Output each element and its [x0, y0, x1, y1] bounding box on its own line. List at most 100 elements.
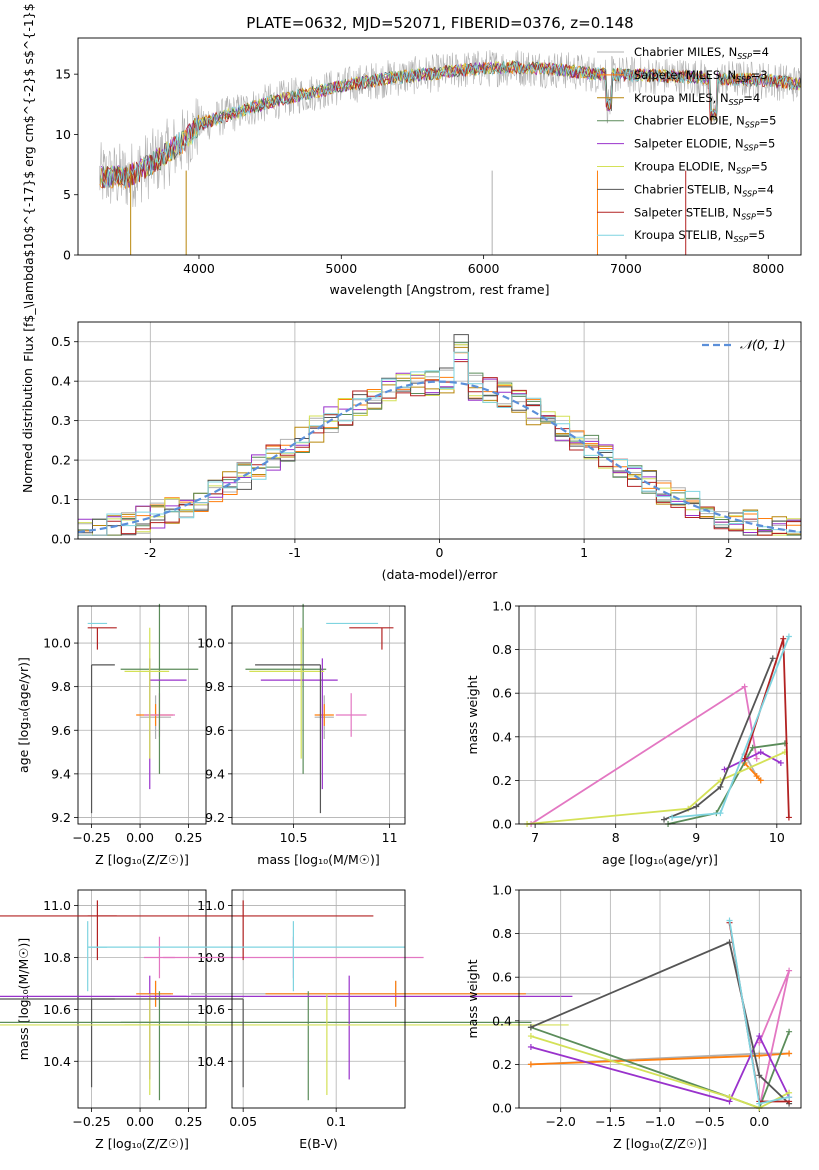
y-tick-label: 0.2: [492, 1057, 512, 1072]
y-tick-label: 9.8: [205, 679, 225, 694]
spectrum-series-line: [101, 60, 800, 189]
x-tick-label: 0.00: [126, 1114, 154, 1129]
x-tick-label: 0: [436, 545, 444, 560]
weight-marker: [741, 683, 748, 690]
y-tick-label: 9.4: [205, 766, 225, 781]
x-tick-label: 0.25: [175, 1114, 203, 1129]
y-tick-label: 0.2: [51, 453, 71, 468]
y-tick-label: 0.8: [492, 926, 512, 941]
y-tick-label: 11.0: [43, 898, 71, 913]
x-tick-label: −0.5: [694, 1114, 724, 1129]
x-tick-label: 5000: [325, 261, 357, 276]
y-tick-label: 0.6: [492, 686, 512, 701]
y-tick-label: 0.3: [51, 413, 71, 428]
weight-marker: [777, 759, 784, 766]
x-tick-label: 7000: [610, 261, 642, 276]
axes-frame: [77, 321, 802, 540]
weight-vs-age-panel: 7 8 9 10 0.0 0.2 0.4 0.6 0.8 1.0 age [log₁₀(age/yr…: [465, 599, 802, 867]
legend-label: 𝒩(0, 1): [740, 337, 786, 352]
x-tick-label: −0.25: [72, 830, 110, 845]
weight-marker: [527, 1061, 534, 1068]
legend-label: Salpeter ELODIE, NSSP=5: [634, 137, 775, 153]
weight-marker: [527, 1033, 534, 1040]
x-axis-label: E(B-V): [299, 1136, 338, 1151]
y-axis-label: age [log₁₀(age/yr)]: [16, 657, 31, 773]
axes-frame: [77, 37, 802, 256]
x-tick-label: 9: [692, 830, 700, 845]
weight-marker: [749, 744, 756, 751]
weight-marker: [693, 803, 700, 810]
x-axis-label: Z [log₁₀(Z/Z☉)]: [95, 852, 189, 867]
legend-label: Kroupa STELIB, NSSP=5: [634, 228, 765, 244]
y-tick-label: 9.6: [205, 723, 225, 738]
y-tick-label: 9.2: [51, 810, 71, 825]
x-tick-label: −1.0: [645, 1114, 675, 1129]
legend-label: Chabrier ELODIE, NSSP=5: [634, 114, 776, 130]
x-tick-label: 0.05: [229, 1114, 257, 1129]
x-axis-label: age [log₁₀(age/yr)]: [602, 852, 718, 867]
y-tick-label: 5: [63, 187, 71, 202]
mass-vs-ebv-panel: 0.05 0.1 10.4 10.6 10.8 11.0 E(B-V): [0, 889, 601, 1151]
axes-frame: [231, 605, 406, 825]
weight-marker: [786, 967, 793, 974]
x-tick-label: 0.25: [175, 830, 203, 845]
figure-title: PLATE=0632, MJD=52071, FIBERID=0376, z=0…: [246, 14, 633, 32]
weight-marker: [786, 1028, 793, 1035]
x-tick-label: 6000: [468, 261, 500, 276]
weight-marker: [786, 1050, 793, 1057]
axes-frame: [231, 889, 406, 1109]
y-tick-label: 0.0: [492, 817, 512, 832]
y-tick-label: 10.6: [43, 1002, 71, 1017]
y-tick-label: 9.2: [205, 810, 225, 825]
weight-marker: [726, 1094, 733, 1101]
y-tick-label: 10.4: [43, 1054, 71, 1069]
x-tick-label: 0.1: [326, 1114, 346, 1129]
x-tick-label: −2.0: [546, 1114, 576, 1129]
weight-marker: [756, 1072, 763, 1079]
weight-series-line: [527, 751, 786, 825]
axes-frame: [518, 605, 802, 825]
weight-marker: [527, 1043, 534, 1050]
x-axis-label: (data-model)/error: [382, 567, 499, 582]
weight-marker: [757, 777, 764, 784]
weight-vs-Z-panel: −2.0 −1.5 −1.0 −0.5 0.0 0.0 0.2 0.4 0.6 0.8 1.0 Z […: [465, 883, 802, 1151]
weight-series-line: [530, 685, 758, 825]
y-axis-label: mass weight: [465, 959, 480, 1038]
x-tick-label: 4000: [183, 261, 215, 276]
y-tick-label: 9.4: [51, 766, 71, 781]
weight-marker: [721, 766, 728, 773]
age-vs-Z-panel: −0.25 0.00 0.25 9.2 9.4 9.6 9.8 10.0 Z [log₁₀(Z/…: [16, 603, 207, 867]
y-tick-label: 0.1: [51, 492, 71, 507]
y-tick-label: 10.0: [197, 636, 225, 651]
legend-label: Kroupa MILES, NSSP=4: [634, 91, 760, 107]
y-tick-label: 0.2: [492, 773, 512, 788]
x-tick-label: 11: [382, 830, 398, 845]
y-tick-label: 0: [63, 248, 71, 263]
x-tick-label: 0.00: [126, 830, 154, 845]
gaussian-curve: [77, 380, 802, 534]
mass-vs-Z-panel: −0.25 0.00 0.25 10.4 10.6 10.8 11.0 Z [log₁₀(Z/…: [16, 889, 207, 1151]
spectrum-series-line: [102, 60, 801, 188]
weight-marker: [785, 633, 792, 640]
y-tick-label: 10: [55, 127, 71, 142]
spectrum-panel: 4000 5000 6000 7000 8000 0 5 10 15 wavelength [An…: [21, 0, 802, 362]
x-tick-label: 7: [531, 830, 539, 845]
x-axis-label: Z [log₁₀(Z/Z☉)]: [613, 1136, 707, 1151]
legend-label: Salpeter MILES, NSSP=3: [634, 68, 768, 84]
weight-marker: [756, 1033, 763, 1040]
x-tick-label: -2: [144, 545, 156, 560]
axes-frame: [77, 605, 207, 825]
y-tick-label: 10.4: [197, 1054, 225, 1069]
y-tick-label: 9.6: [51, 723, 71, 738]
weight-marker: [756, 1100, 763, 1107]
legend-label: Chabrier STELIB, NSSP=4: [634, 182, 774, 198]
y-tick-label: 0.0: [492, 1101, 512, 1116]
weight-marker: [756, 1052, 763, 1059]
x-tick-label: −0.25: [72, 1114, 110, 1129]
x-tick-label: 1: [580, 545, 588, 560]
x-tick-label: 0.0: [749, 1114, 769, 1129]
y-tick-label: 0.4: [492, 1013, 512, 1028]
weight-series-line: [663, 657, 774, 821]
y-axis-label: mass weight: [465, 675, 480, 754]
